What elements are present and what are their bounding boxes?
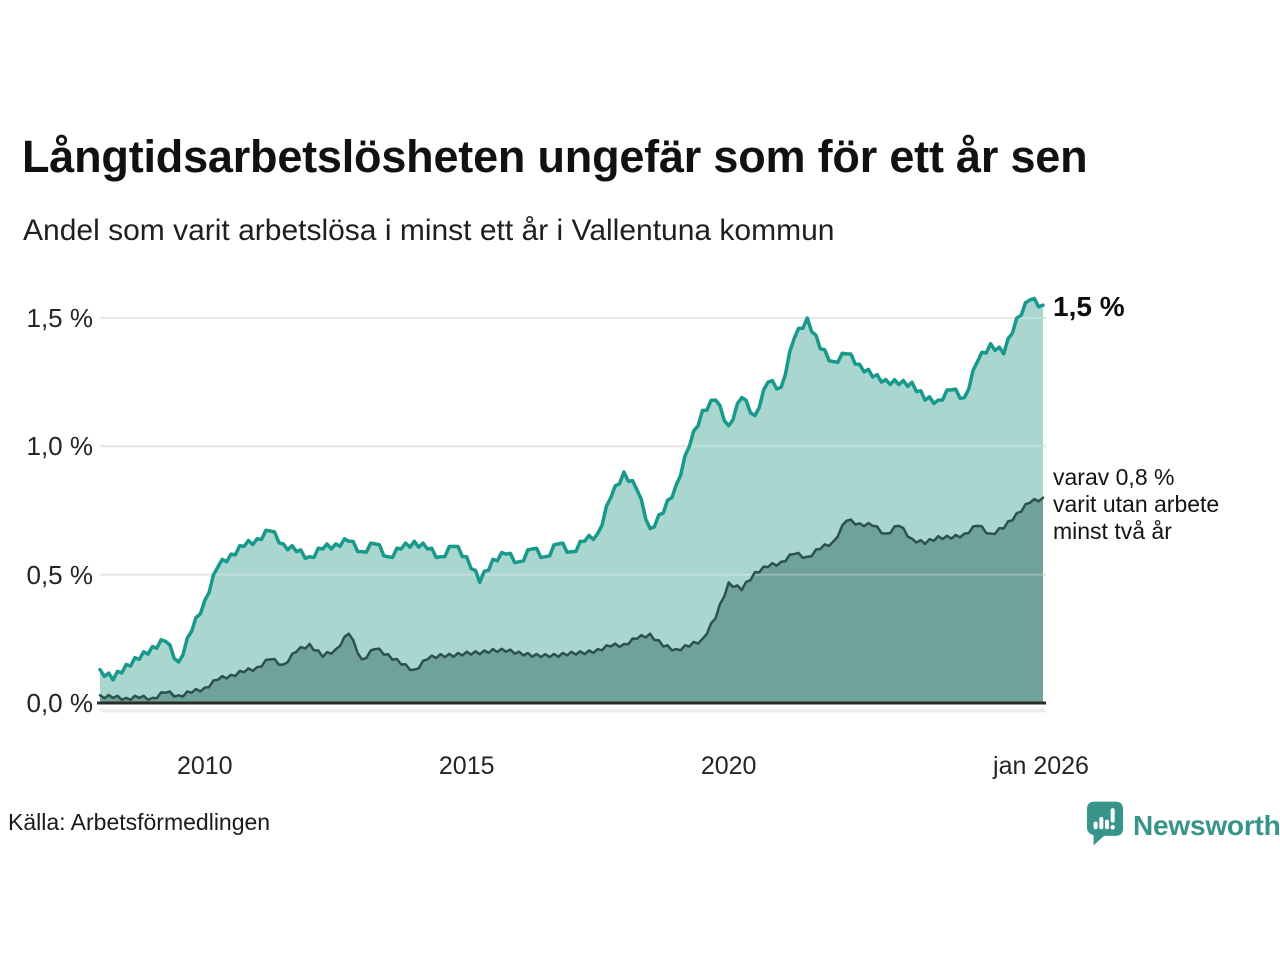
x-axis-tick-label: 2015: [438, 752, 495, 780]
newsworthy-bubble-chart-icon: [1086, 800, 1124, 852]
y-axis-tick-label: 0,5 %: [26, 559, 94, 590]
y-axis-tick-label: 1,0 %: [26, 431, 94, 462]
source-credit: Källa: Arbetsförmedlingen: [8, 809, 271, 835]
x-axis-tick-label: 2020: [700, 752, 757, 780]
x-axis-tick-label: 2010: [176, 752, 233, 780]
x-axis-tick-label: jan 2026: [993, 752, 1089, 780]
two-year-annotation: varav 0,8 % varit utan arbete minst två …: [1053, 464, 1219, 545]
area-chart: [97, 296, 1046, 713]
two-year-annotation-line: minst två år: [1053, 518, 1172, 544]
latest-value-label: 1,5 %: [1053, 291, 1125, 322]
two-year-annotation-line: varav 0,8 %: [1053, 464, 1175, 490]
newsworthy-logo-link[interactable]: Newsworthy: [1086, 800, 1280, 852]
page-title: Långtidsarbetslösheten ungefär som för e…: [22, 131, 1088, 182]
y-axis-tick-label: 1,5 %: [26, 302, 94, 333]
y-axis-tick-label: 0,0 %: [26, 688, 94, 718]
two-year-annotation-line: varit utan arbete: [1053, 491, 1220, 517]
chart-subtitle: Andel som varit arbetslösa i minst ett å…: [23, 214, 835, 247]
newsworthy-wordmark: Newsworthy: [1133, 810, 1280, 841]
